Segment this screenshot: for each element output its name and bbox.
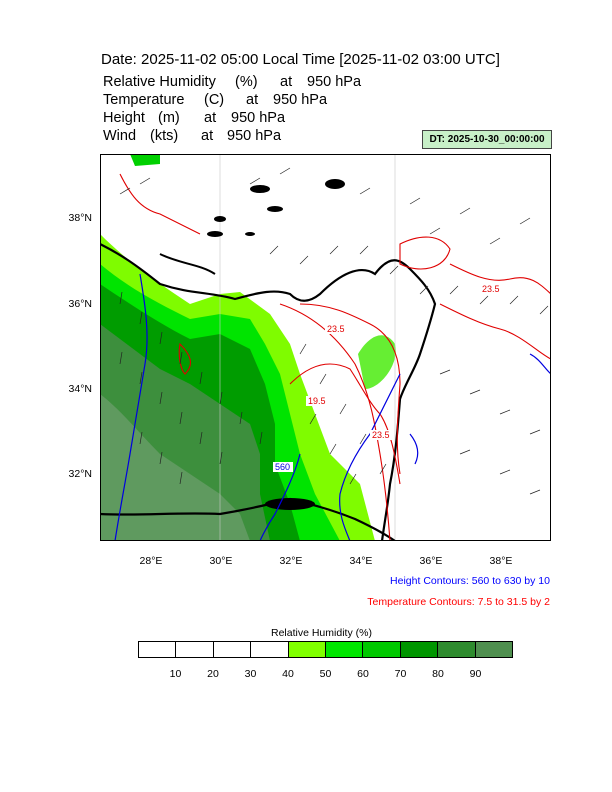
contour-label: 19.5	[308, 396, 326, 406]
field-name: Wind	[103, 127, 136, 145]
field-level: 950 hPa	[273, 91, 327, 109]
field-level: 950 hPa	[231, 109, 285, 127]
field-unit: (C)	[204, 91, 224, 109]
field-level: 950 hPa	[227, 127, 281, 145]
lat-label: 38°N	[69, 212, 92, 224]
colorbar-swatch	[139, 642, 176, 657]
height-contours-note: Height Contours: 560 to 630 by 10	[390, 575, 550, 587]
humidity-patch-north	[130, 154, 160, 166]
field-at: at	[246, 91, 258, 109]
lat-label: 34°N	[69, 383, 92, 395]
lon-label: 36°E	[420, 555, 443, 567]
dt-badge: DT: 2025-10-30_00:00:00	[422, 130, 552, 149]
colorbar-swatch	[214, 642, 251, 657]
lon-label: 32°E	[280, 555, 303, 567]
colorbar-label: 60	[357, 668, 369, 680]
colorbar-swatch	[401, 642, 438, 657]
colorbar-label: 30	[245, 668, 257, 680]
colorbar-swatch	[476, 642, 512, 657]
lat-label: 36°N	[69, 298, 92, 310]
colorbar-label: 10	[170, 668, 182, 680]
field-at: at	[201, 127, 213, 145]
contour-label: 560	[275, 462, 290, 472]
colorbar-swatch	[363, 642, 400, 657]
colorbar-label: 20	[207, 668, 219, 680]
field-name: Temperature	[103, 91, 184, 109]
field-level: 950 hPa	[307, 73, 361, 91]
plot-title: Date: 2025-11-02 05:00 Local Time [2025-…	[101, 51, 500, 68]
field-name: Height	[103, 109, 145, 127]
field-unit: (%)	[235, 73, 258, 91]
colorbar-swatch	[289, 642, 326, 657]
contour-label: 23.5	[482, 284, 500, 294]
colorbar-title: Relative Humidity (%)	[271, 627, 372, 639]
lon-label: 28°E	[140, 555, 163, 567]
colorbar-label: 90	[470, 668, 482, 680]
lon-label: 30°E	[210, 555, 233, 567]
colorbar	[138, 641, 513, 658]
field-at: at	[204, 109, 216, 127]
field-name: Relative Humidity	[103, 73, 216, 91]
field-unit: (m)	[158, 109, 180, 127]
colorbar-label: 80	[432, 668, 444, 680]
colorbar-label: 70	[395, 668, 407, 680]
field-unit: (kts)	[150, 127, 178, 145]
contour-label: 23.5	[327, 324, 345, 334]
colorbar-label: 50	[320, 668, 332, 680]
contour-label: 23.5	[372, 430, 390, 440]
colorbar-swatch	[438, 642, 475, 657]
colorbar-swatch	[176, 642, 213, 657]
field-at: at	[280, 73, 292, 91]
colorbar-swatch	[326, 642, 363, 657]
temperature-contours-note: Temperature Contours: 7.5 to 31.5 by 2	[367, 596, 550, 608]
colorbar-label: 40	[282, 668, 294, 680]
weather-map: 23.5 23.5 19.5 23.5 560	[100, 154, 551, 541]
lon-label: 38°E	[490, 555, 513, 567]
lat-label: 32°N	[69, 468, 92, 480]
lon-label: 34°E	[350, 555, 373, 567]
colorbar-swatch	[251, 642, 288, 657]
